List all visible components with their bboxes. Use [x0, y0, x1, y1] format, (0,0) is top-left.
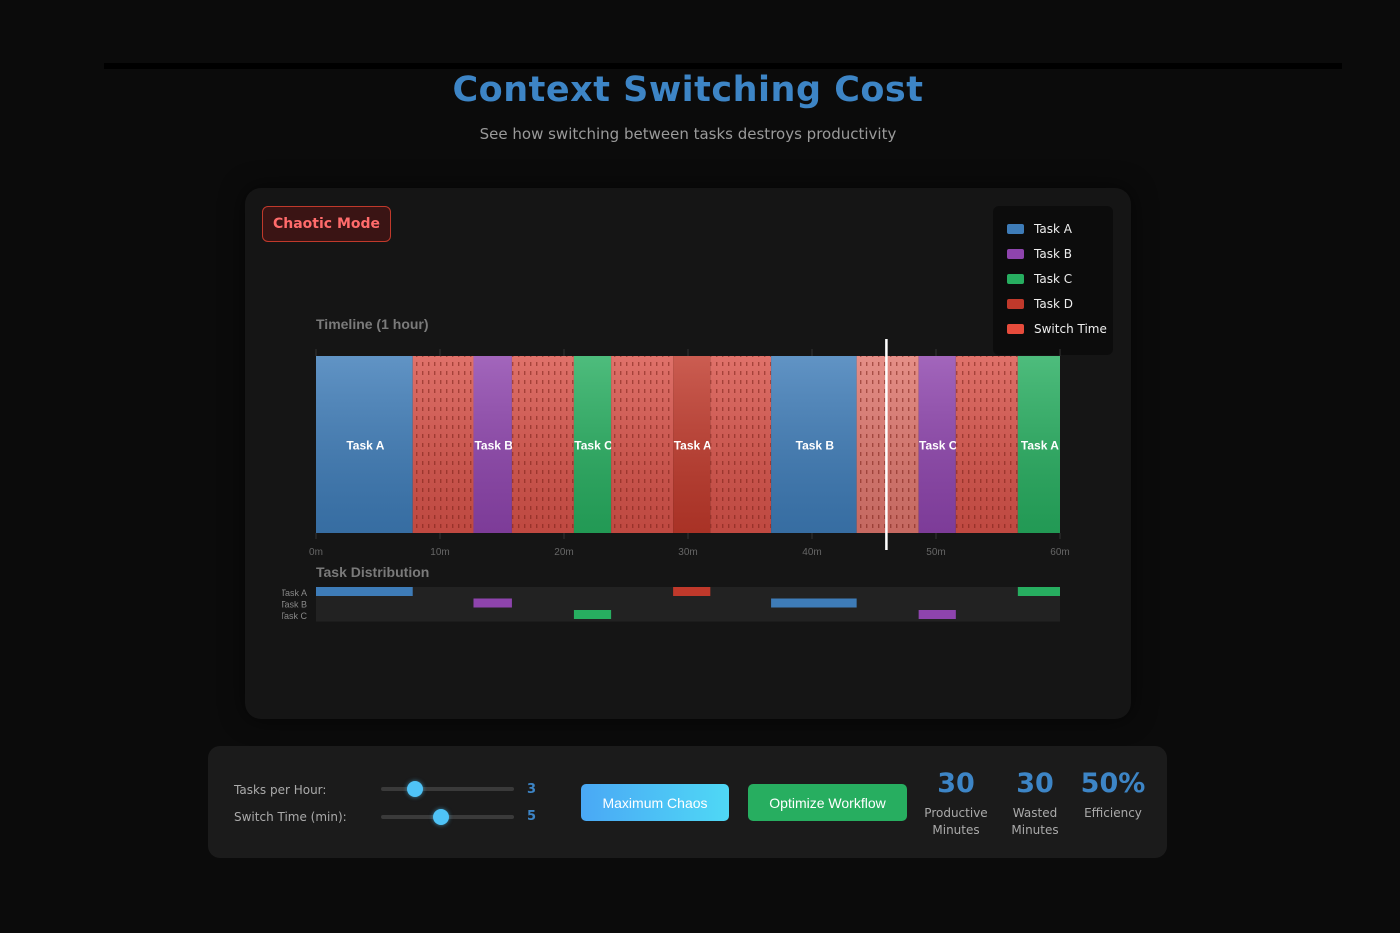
tick-label: 20m — [554, 547, 573, 558]
tasks-per-hour-value: 3 — [527, 782, 537, 797]
tasks-per-hour-slider-thumb[interactable] — [406, 781, 423, 797]
segment-label: Task B — [796, 439, 835, 453]
stat-productive-minutes: 30 Productive Minutes — [920, 768, 992, 839]
legend-item-task-a: Task A — [1007, 222, 1072, 236]
segment-label: Task A — [674, 439, 712, 453]
distribution-bar — [918, 610, 956, 619]
distribution-bar — [573, 610, 612, 619]
timeline-segment-shade — [1017, 356, 1060, 533]
timeline-segment-shade — [316, 356, 413, 533]
stat-value: 30 — [1016, 768, 1054, 799]
legend-swatch — [1007, 299, 1024, 309]
switch-pattern — [710, 356, 772, 533]
legend-item-switch-time: Switch Time — [1007, 322, 1107, 336]
legend: Task A Task B Task C Task D Switch Time — [993, 206, 1113, 355]
timeline-label: Timeline (1 hour) — [316, 316, 429, 332]
segment-label: Task C — [919, 439, 958, 453]
page-subtitle: See how switching between tasks destroys… — [479, 125, 897, 143]
distribution-row-label: Task A — [280, 588, 307, 598]
legend-swatch — [1007, 224, 1024, 234]
switch-pattern — [511, 356, 574, 533]
timeline-segment-shade — [573, 356, 612, 533]
distribution-bar — [1017, 587, 1060, 596]
switch-pattern — [412, 356, 474, 533]
legend-label: Task A — [1034, 222, 1072, 236]
top-divider — [104, 63, 1342, 69]
distribution-row-label: Task C — [279, 611, 307, 621]
legend-item-task-d: Task D — [1007, 297, 1073, 311]
tick-label: 40m — [802, 547, 821, 558]
distribution-bar — [673, 587, 711, 596]
tick-label: 0m — [309, 547, 323, 558]
tick-label: 60m — [1050, 547, 1069, 558]
distribution-bar — [316, 587, 413, 596]
switch-pattern — [611, 356, 674, 533]
tasks-per-hour-slider[interactable] — [381, 787, 514, 791]
legend-item-task-c: Task C — [1007, 272, 1072, 286]
label-clip — [270, 585, 282, 624]
legend-swatch — [1007, 274, 1024, 284]
stat-label: Wasted Minutes — [1011, 806, 1059, 837]
optimize-workflow-button[interactable]: Optimize Workflow — [748, 784, 907, 821]
switch-pattern — [955, 356, 1018, 533]
maximum-chaos-button[interactable]: Maximum Chaos — [581, 784, 729, 821]
legend-label: Task B — [1034, 247, 1072, 261]
timeline-segment-shade — [771, 356, 857, 533]
stat-label: Productive Minutes — [924, 806, 988, 837]
stat-value: 30 — [937, 768, 975, 799]
distribution-label: Task Distribution — [316, 564, 430, 580]
stat-efficiency: 50% Efficiency — [1077, 768, 1149, 822]
legend-label: Switch Time — [1034, 322, 1107, 336]
distribution-row-label: Task B — [280, 600, 307, 610]
tick-label: 50m — [926, 547, 945, 558]
tasks-per-hour-label: Tasks per Hour: — [234, 783, 327, 797]
legend-item-task-b: Task B — [1007, 247, 1072, 261]
timeline-segment-shade — [918, 356, 956, 533]
legend-label: Task C — [1034, 272, 1073, 286]
timeline-segment-shade — [673, 356, 711, 533]
tick-label: 30m — [678, 547, 697, 558]
segment-label: Task A — [346, 439, 384, 453]
switch-time-label: Switch Time (min): — [234, 810, 347, 824]
segment-label: Task C — [574, 439, 613, 453]
stat-wasted-minutes: 30 Wasted Minutes — [1000, 768, 1070, 839]
mode-badge[interactable]: Chaotic Mode — [262, 206, 391, 242]
page-title: Context Switching Cost — [452, 70, 924, 110]
stat-value: 50% — [1080, 768, 1146, 799]
distribution-bar — [771, 598, 857, 608]
legend-swatch — [1007, 249, 1024, 259]
stat-label: Efficiency — [1084, 806, 1142, 820]
legend-swatch — [1007, 324, 1024, 334]
distribution-bar — [473, 598, 512, 608]
tick-label: 10m — [430, 547, 449, 558]
legend-label: Task D — [1034, 297, 1073, 311]
segment-label: Task B — [474, 439, 513, 453]
timeline-segment-shade — [473, 356, 512, 533]
switch-time-value: 5 — [527, 809, 537, 824]
segment-label: Task A — [1021, 439, 1059, 453]
switch-time-slider-thumb[interactable] — [432, 809, 449, 825]
